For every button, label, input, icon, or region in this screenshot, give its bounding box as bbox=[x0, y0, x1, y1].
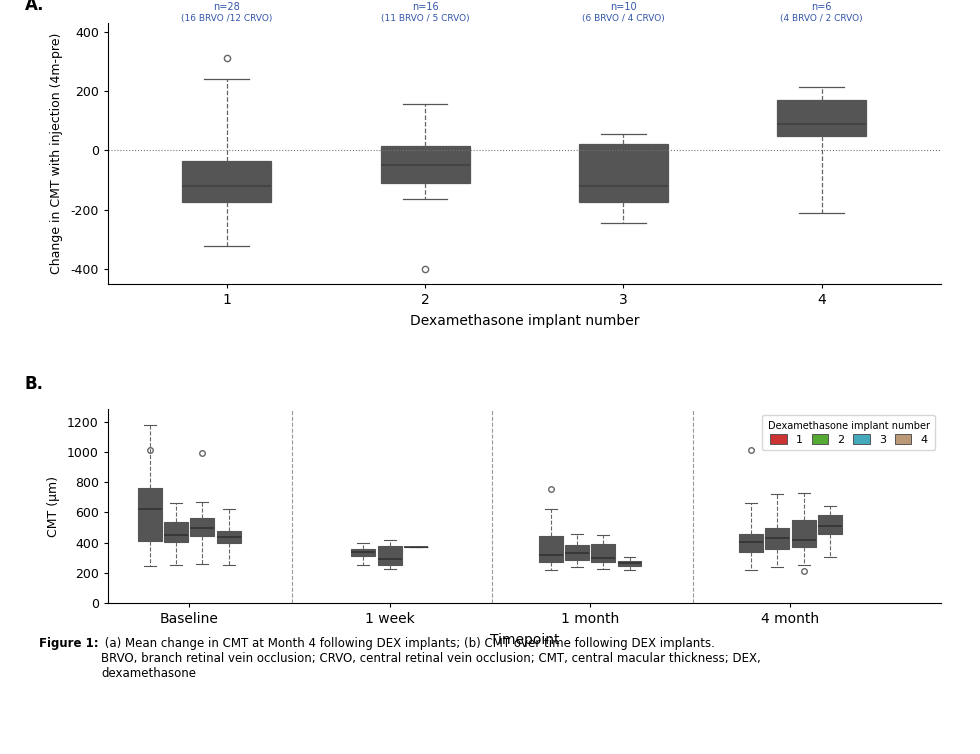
X-axis label: Dexamethasone implant number: Dexamethasone implant number bbox=[410, 314, 639, 328]
PathPatch shape bbox=[190, 518, 215, 536]
Text: B.: B. bbox=[24, 375, 43, 393]
PathPatch shape bbox=[739, 534, 762, 553]
Text: n=6: n=6 bbox=[811, 2, 832, 12]
Text: (16 BRVO /12 CRVO): (16 BRVO /12 CRVO) bbox=[181, 14, 272, 23]
Text: (a) Mean change in CMT at Month 4 following DEX implants; (b) CMT over time foll: (a) Mean change in CMT at Month 4 follow… bbox=[101, 637, 760, 680]
PathPatch shape bbox=[591, 544, 615, 562]
PathPatch shape bbox=[182, 161, 271, 203]
Text: n=16: n=16 bbox=[412, 2, 438, 12]
PathPatch shape bbox=[765, 528, 789, 550]
Text: A.: A. bbox=[24, 0, 44, 14]
Text: (6 BRVO / 4 CRVO): (6 BRVO / 4 CRVO) bbox=[582, 14, 664, 23]
PathPatch shape bbox=[579, 145, 668, 203]
X-axis label: Timepoint: Timepoint bbox=[490, 633, 559, 647]
PathPatch shape bbox=[352, 550, 375, 556]
PathPatch shape bbox=[377, 547, 402, 565]
Text: (11 BRVO / 5 CRVO): (11 BRVO / 5 CRVO) bbox=[381, 14, 469, 23]
Y-axis label: Change in CMT with injection (4m-pre): Change in CMT with injection (4m-pre) bbox=[50, 32, 64, 274]
PathPatch shape bbox=[217, 532, 240, 544]
PathPatch shape bbox=[792, 520, 815, 547]
Text: n=10: n=10 bbox=[611, 2, 637, 12]
PathPatch shape bbox=[165, 523, 188, 542]
Text: (4 BRVO / 2 CRVO): (4 BRVO / 2 CRVO) bbox=[780, 14, 863, 23]
PathPatch shape bbox=[565, 545, 589, 560]
PathPatch shape bbox=[138, 488, 162, 541]
Text: Figure 1:: Figure 1: bbox=[39, 637, 99, 650]
PathPatch shape bbox=[617, 561, 642, 566]
PathPatch shape bbox=[818, 516, 842, 534]
Text: n=28: n=28 bbox=[214, 2, 240, 12]
PathPatch shape bbox=[777, 100, 866, 136]
Legend: 1, 2, 3, 4: 1, 2, 3, 4 bbox=[762, 415, 935, 450]
Y-axis label: CMT (μm): CMT (μm) bbox=[47, 476, 60, 537]
PathPatch shape bbox=[380, 146, 469, 183]
PathPatch shape bbox=[539, 536, 563, 562]
